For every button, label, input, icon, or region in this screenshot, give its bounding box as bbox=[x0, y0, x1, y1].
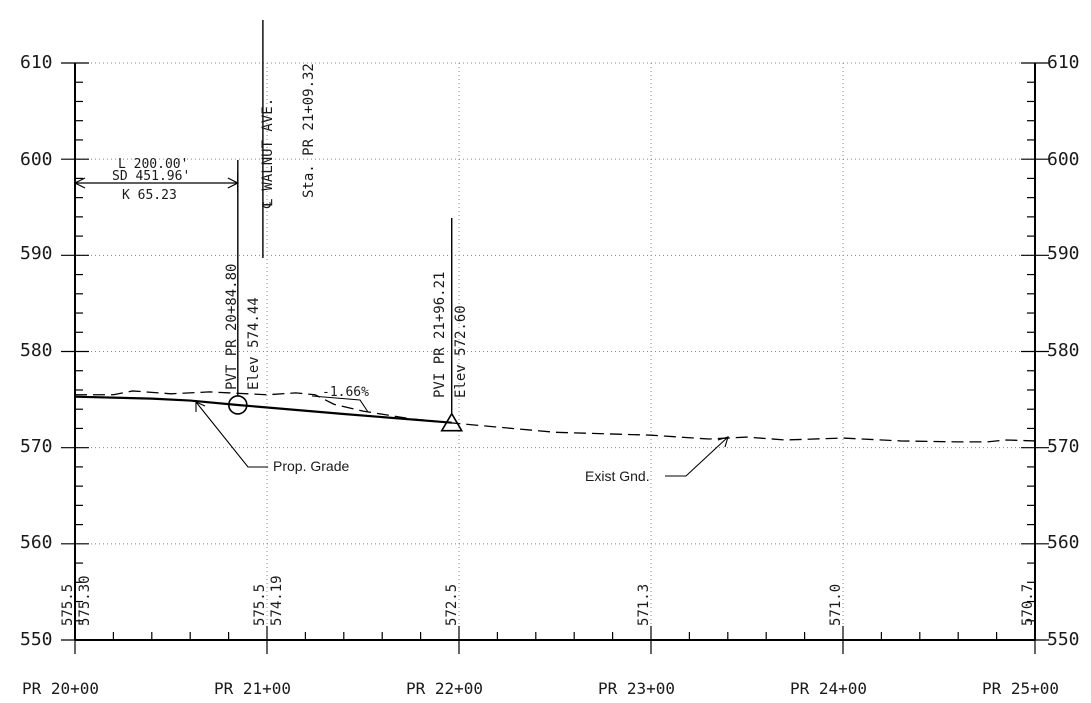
sight-distance-label: SD 451.96' bbox=[112, 169, 190, 184]
pvt-station-label: PVT PR 20+84.80 bbox=[224, 264, 240, 390]
y-tick-label: 610 bbox=[20, 52, 53, 73]
existing-elev-label: 570.7 bbox=[1020, 584, 1036, 626]
grid bbox=[75, 63, 1035, 640]
pvi-elev-label: Elev 572.60 bbox=[453, 305, 469, 398]
x-tick-label: PR 23+00 bbox=[598, 679, 675, 698]
existing-elev-label: 575.5 bbox=[252, 584, 268, 626]
proposed-elev-label: 574.19 bbox=[269, 575, 285, 626]
existing-elev-label: 571.0 bbox=[828, 584, 844, 626]
y-tick-label-right: 560 bbox=[1047, 532, 1080, 553]
y-tick-label-right: 580 bbox=[1047, 340, 1080, 361]
x-tick-label: PR 20+00 bbox=[22, 679, 99, 698]
prop-grade-label: Prop. Grade bbox=[273, 458, 349, 474]
grade-label: -1.66% bbox=[322, 385, 369, 400]
y-tick-label: 550 bbox=[20, 629, 53, 650]
y-tick-label-right: 600 bbox=[1047, 149, 1080, 170]
x-tick-label: PR 22+00 bbox=[406, 679, 483, 698]
annotations bbox=[75, 20, 728, 476]
proposed-grade-line bbox=[75, 397, 452, 423]
y-tick-label: 560 bbox=[20, 532, 53, 553]
k-value-label: K 65.23 bbox=[122, 188, 177, 203]
series bbox=[75, 391, 1035, 442]
x-tick-label: PR 24+00 bbox=[790, 679, 867, 698]
x-tick-label: PR 25+00 bbox=[982, 679, 1059, 698]
existing-ground-line bbox=[75, 391, 1035, 442]
y-tick-label-right: 570 bbox=[1047, 436, 1080, 457]
y-tick-label: 570 bbox=[20, 436, 53, 457]
text-labels: 610 600 590 580 570 560 550 610 600 590 … bbox=[20, 52, 1080, 698]
existing-elev-label: 571.3 bbox=[636, 584, 652, 626]
y-tick-label: 590 bbox=[20, 243, 53, 264]
y-tick-label-right: 590 bbox=[1047, 243, 1080, 264]
y-tick-label-right: 610 bbox=[1047, 52, 1080, 73]
exist-gnd-leader bbox=[665, 437, 728, 476]
y-tick-label: 600 bbox=[20, 149, 53, 170]
centerline-station-label: Sta. PR 21+09.32 bbox=[301, 63, 317, 198]
exist-gnd-label: Exist Gnd. bbox=[585, 468, 650, 484]
proposed-elev-label: 575.30 bbox=[77, 575, 93, 626]
axes bbox=[61, 63, 1049, 654]
centerline-street-label: ℄ WALNUT AVE. bbox=[260, 98, 276, 209]
pvt-elev-label: Elev 574.44 bbox=[246, 297, 262, 390]
y-tick-label: 580 bbox=[20, 340, 53, 361]
pvi-station-label: PVI PR 21+96.21 bbox=[432, 272, 448, 398]
x-tick-label: PR 21+00 bbox=[214, 679, 291, 698]
existing-elev-label: 572.5 bbox=[444, 584, 460, 626]
existing-elev-label: 575.5 bbox=[60, 584, 76, 626]
y-tick-label-right: 550 bbox=[1047, 629, 1080, 650]
